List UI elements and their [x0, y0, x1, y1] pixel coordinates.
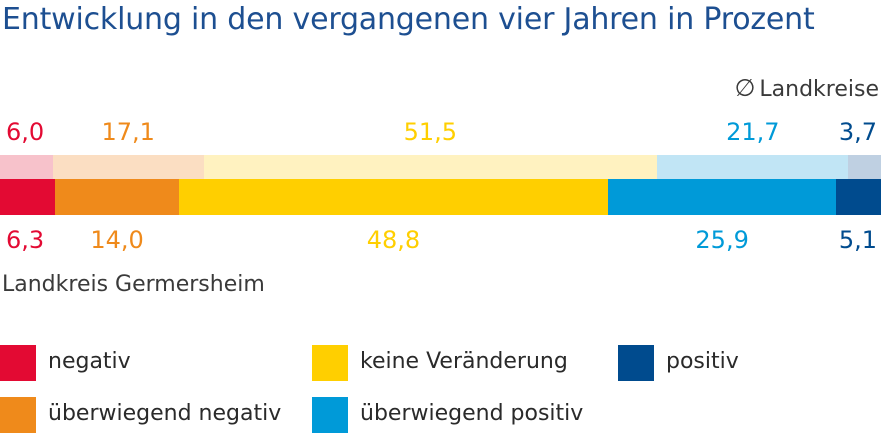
- region-value-4: 25,9: [695, 226, 749, 254]
- reference-bar: [0, 155, 881, 179]
- reference-segment-3: [203, 155, 658, 179]
- region-segment-4: [608, 179, 837, 215]
- reference-value-5: 3,7: [838, 118, 877, 146]
- reference-label: ∅ Landkreise: [735, 74, 880, 102]
- region-segment-1: [0, 179, 56, 215]
- region-segment-5: [836, 179, 881, 215]
- legend-swatch: [312, 345, 348, 381]
- chart-title: Entwicklung in den vergangenen vier Jahr…: [2, 2, 815, 37]
- reference-value-4: 21,7: [726, 118, 780, 146]
- legend-label: überwiegend positiv: [360, 401, 584, 426]
- region-value-2: 14,0: [90, 226, 144, 254]
- reference-value-3: 51,5: [403, 118, 458, 146]
- legend-label: keine Veränderung: [360, 349, 568, 374]
- legend-label: positiv: [666, 349, 739, 374]
- region-segment-2: [55, 179, 180, 215]
- legend-swatch: [0, 397, 36, 433]
- legend-label: negativ: [48, 349, 131, 374]
- average-symbol: ∅: [734, 74, 756, 102]
- reference-value-1: 6,0: [6, 118, 45, 146]
- legend-swatch: [312, 397, 348, 433]
- reference-segment-5: [848, 155, 881, 179]
- reference-value-2: 17,1: [101, 118, 155, 146]
- legend-swatch: [0, 345, 36, 381]
- reference-segment-2: [52, 155, 204, 179]
- region-value-1: 6,3: [6, 226, 45, 254]
- reference-text: Landkreise: [759, 77, 879, 102]
- region-value-3: 48,8: [366, 226, 421, 254]
- region-segment-3: [178, 179, 609, 215]
- region-bar: [0, 179, 881, 215]
- reference-segment-1: [0, 155, 54, 179]
- region-value-5: 5,1: [838, 226, 877, 254]
- region-label: Landkreis Germersheim: [2, 272, 265, 297]
- reference-segment-4: [657, 155, 849, 179]
- legend-swatch: [618, 345, 654, 381]
- legend-label: überwiegend negativ: [48, 401, 282, 426]
